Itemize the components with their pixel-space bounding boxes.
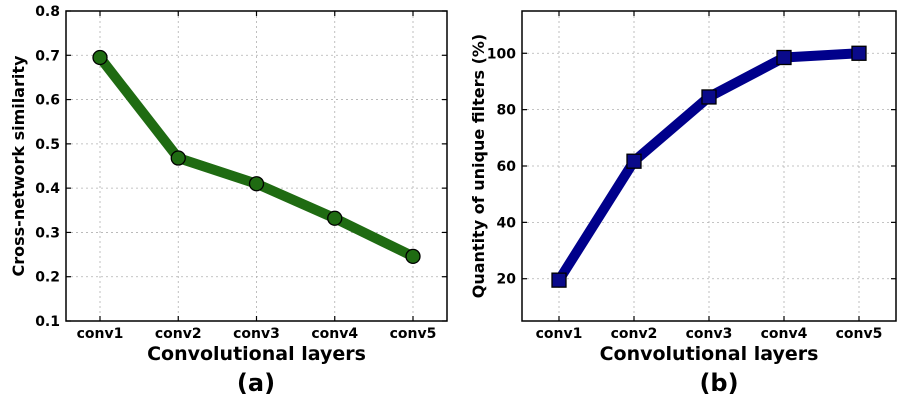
chart-1-ytick-label: 0.8 — [35, 4, 60, 20]
chart-1-point — [327, 210, 343, 226]
chart-1-xtick-label: conv3 — [233, 326, 280, 342]
chart-1-caption: (a) — [237, 369, 275, 397]
chart-1-ytick-label: 0.5 — [35, 137, 60, 153]
chart-1-ytick-label: 0.3 — [35, 225, 60, 241]
chart-2-ytick-label: 40 — [497, 215, 517, 231]
chart-1-point — [405, 248, 421, 264]
chart-2-point — [776, 49, 792, 66]
chart-1-ytick-label: 0.6 — [35, 93, 60, 109]
chart-2-ytick-label: 60 — [497, 159, 517, 175]
chart-2-ytick-label: 20 — [497, 272, 517, 288]
chart-1-xtick-label: conv1 — [77, 326, 124, 342]
chart-2-xtick-label: conv1 — [536, 326, 583, 342]
chart-2-xtick-label: conv5 — [836, 326, 883, 342]
chart-1-ytick-label: 0.2 — [35, 270, 60, 286]
chart-1-xlabel: Convolutional layers — [147, 343, 366, 365]
chart-2-xtick-label: conv3 — [686, 326, 733, 342]
chart-2-caption: (b) — [699, 369, 738, 397]
chart-1-ylabel: Cross-network similarity — [9, 55, 28, 277]
chart-1-ytick-label: 0.7 — [35, 48, 60, 64]
chart-1-ytick-label: 0.4 — [35, 181, 60, 197]
chart-2-xtick-label: conv2 — [611, 326, 658, 342]
chart-2-point — [851, 45, 867, 61]
chart-2-point — [701, 89, 717, 105]
chart-2-xtick-label: conv4 — [761, 326, 808, 342]
chart-1-point — [248, 176, 265, 192]
chart-1-xtick-label: conv2 — [155, 326, 202, 342]
chart-2-ylabel: Quantity of unique filters (%) — [469, 34, 488, 299]
chart-1-point — [170, 150, 186, 166]
chart-2-plot-frame — [521, 10, 897, 322]
chart-2-ytick-label: 80 — [497, 103, 517, 119]
chart-2-xlabel: Convolutional layers — [600, 343, 819, 365]
chart-2-ytick-label: 100 — [487, 46, 516, 62]
chart-1-point — [92, 49, 108, 66]
chart-2-point — [626, 153, 642, 169]
chart-1-xtick-label: conv5 — [390, 326, 437, 342]
chart-1-plot-frame — [65, 10, 448, 322]
chart-2-point — [551, 272, 567, 288]
chart-1-ytick-label: 0.1 — [35, 314, 60, 330]
chart-1-xtick-label: conv4 — [311, 326, 358, 342]
